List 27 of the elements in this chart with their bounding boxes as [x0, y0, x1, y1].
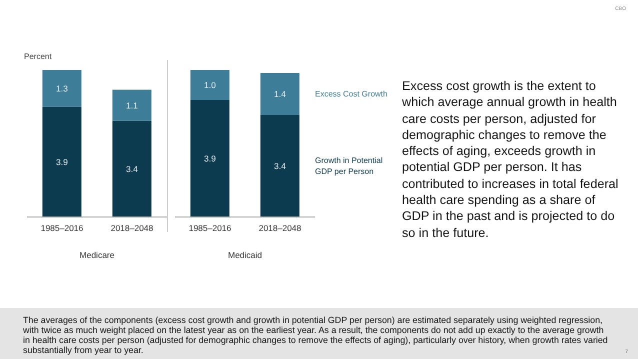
text: The averages of the components (excess cost growth and growth in potential GDP per person) are estimated separately using weighted regression, with twice as much weight placed on the latest year as on the earliest year. As a result, the components do not add up exactly to the average growth in health care costs per person (adjusted for demographic changes to remove the effects of aging), particularly over history, when growth rates varied substantially from year to year.: [23, 315, 609, 355]
bar: [190, 70, 230, 100]
x-axis-title: Medicare: [80, 250, 115, 260]
bar: [112, 120, 152, 217]
text: Excess cost growth is the extent to which average annual growth in health care costs per person, adjusted for demographic changes to remove the effects of aging, exceeds growth in potential GDP per person. It has contributed to increases in total federal health care spending as a share of GDP in the past and is projected to do so in the future.: [402, 79, 618, 240]
series-label: Growth in Potential GDP per Person: [315, 155, 384, 177]
data-label: 1.3: [56, 83, 68, 94]
bar: [190, 100, 230, 217]
x-axis-title: Medicaid: [228, 250, 262, 260]
bar: [42, 106, 82, 217]
x-tick-label: 1985–2016: [188, 223, 232, 234]
bar: [112, 90, 152, 121]
bar: [42, 70, 82, 107]
data-label: 3.4: [126, 164, 138, 174]
data-label: 3.4: [274, 161, 286, 172]
data-label: 3.9: [56, 156, 68, 167]
bar: [260, 73, 300, 115]
data-label: 3.9: [204, 154, 216, 164]
x-tick-label: 1985–2016: [40, 223, 84, 234]
series-label: Excess Cost Growth: [315, 88, 388, 100]
y-axis-title: Percent: [24, 52, 52, 61]
data-label: 1.0: [204, 80, 216, 90]
x-tick-label: 2018–2048: [258, 223, 302, 234]
bar: [260, 115, 300, 217]
data-label: 1.4: [274, 89, 286, 100]
x-tick-label: 2018–2048: [110, 223, 154, 234]
data-label: 1.1: [126, 100, 138, 110]
